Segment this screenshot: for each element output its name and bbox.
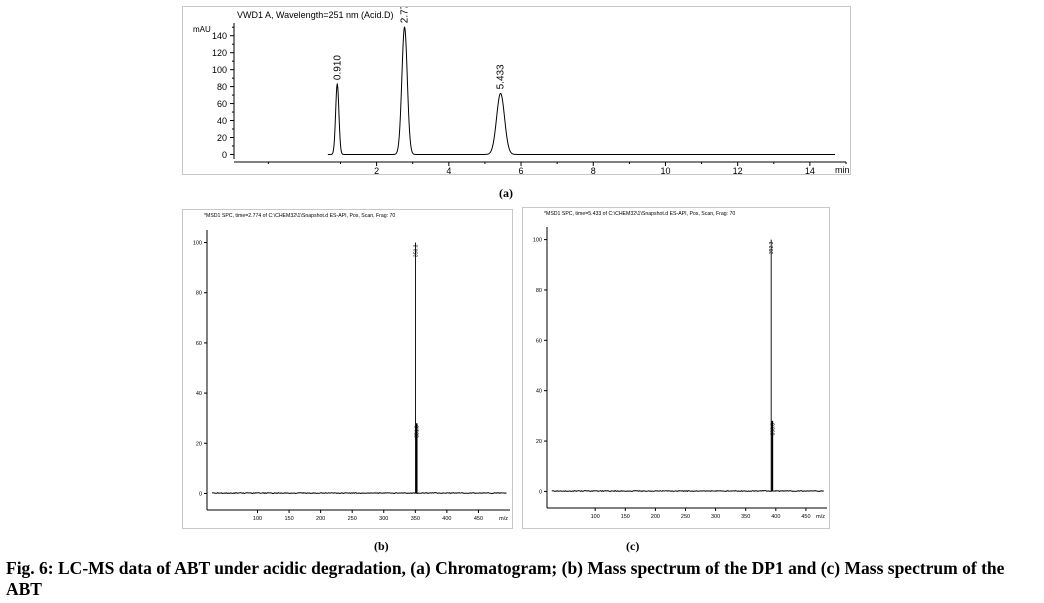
mass-spectrum-dp1-panel: *MSD1 SPC, time=2.774 of C:\CHEM32\1\Sna… — [182, 209, 513, 529]
y-tick-label: 60 — [217, 99, 227, 109]
y-tick-label: 80 — [217, 82, 227, 92]
x-axis-unit-label: m/z — [499, 516, 508, 522]
x-tick-label: 2 — [374, 166, 379, 174]
x-tick-label: 200 — [316, 516, 325, 522]
x-tick-label: 150 — [284, 516, 293, 522]
x-tick-label: 6 — [519, 166, 524, 174]
y-tick-label: 40 — [196, 391, 202, 397]
y-tick-label: 100 — [533, 238, 542, 244]
x-tick-label: 100 — [591, 514, 600, 520]
x-tick-label: 250 — [348, 516, 357, 522]
x-tick-label: 100 — [253, 516, 262, 522]
spectrum-header: *MSD1 SPC, time=5.433 of C:\CHEM32\1\Sna… — [544, 211, 735, 217]
x-tick-label: 300 — [711, 514, 720, 520]
y-tick-label: 40 — [536, 389, 542, 395]
chromatogram-trace — [327, 26, 835, 155]
mass-spectrum-dp1-plot: *MSD1 SPC, time=2.774 of C:\CHEM32\1\Sna… — [193, 213, 510, 522]
spectrum-header: *MSD1 SPC, time=2.774 of C:\CHEM32\1\Sna… — [204, 213, 395, 219]
mass-spectrum-abt-plot: *MSD1 SPC, time=5.433 of C:\CHEM32\1\Sna… — [533, 211, 827, 520]
x-tick-label: 12 — [733, 166, 743, 174]
y-tick-label: 20 — [217, 133, 227, 143]
x-tick-label: 14 — [805, 166, 815, 174]
y-tick-label: 100 — [193, 241, 202, 247]
x-tick-label: 300 — [379, 516, 388, 522]
peak-label: 5.433 — [496, 64, 507, 89]
x-axis-unit-label: min — [835, 165, 850, 174]
mass-spectrum-abt-panel: *MSD1 SPC, time=5.433 of C:\CHEM32\1\Sna… — [522, 207, 830, 529]
y-tick-label: 0 — [539, 489, 542, 495]
figure-caption: Fig. 6: LC-MS data of ABT under acidic d… — [6, 558, 1005, 599]
x-tick-label: 4 — [446, 166, 451, 174]
peak-label: 393.3 — [770, 423, 776, 436]
y-tick-label: 120 — [212, 48, 227, 58]
x-tick-label: 10 — [660, 166, 670, 174]
chromatogram-plot: VWD1 A, Wavelength=251 nm (Acid.D) mAU min… — [193, 7, 850, 174]
y-tick-label: 80 — [536, 288, 542, 294]
x-tick-label: 450 — [801, 514, 810, 520]
peak-label: 351.3 — [415, 425, 421, 438]
peak-label: 350.3 — [414, 244, 420, 257]
y-tick-label: 40 — [217, 116, 227, 126]
peak-label: 392.3 — [769, 241, 775, 254]
y-tick-label: 0 — [199, 491, 202, 497]
spectrum-baseline — [211, 492, 507, 495]
x-tick-label: 8 — [591, 166, 596, 174]
x-tick-label: 400 — [442, 516, 451, 522]
y-axis-unit-label: mAU — [193, 25, 211, 34]
subfigure-label-b: (b) — [374, 539, 389, 553]
x-tick-label: 450 — [474, 516, 483, 522]
y-tick-label: 100 — [212, 65, 227, 75]
x-tick-label: 200 — [651, 514, 660, 520]
peak-label: 2.774 — [400, 7, 411, 23]
y-tick-label: 60 — [536, 338, 542, 344]
y-tick-label: 0 — [222, 150, 227, 160]
y-tick-label: 20 — [196, 441, 202, 447]
subfigure-label-a: (a) — [499, 186, 513, 200]
x-tick-label: 150 — [621, 514, 630, 520]
subfigure-label-c: (c) — [626, 539, 640, 553]
y-tick-label: 80 — [196, 291, 202, 297]
x-tick-label: 350 — [741, 514, 750, 520]
x-tick-label: 250 — [681, 514, 690, 520]
spectrum-baseline — [551, 490, 824, 493]
y-tick-label: 60 — [196, 341, 202, 347]
y-tick-label: 140 — [212, 31, 227, 41]
chart-title: VWD1 A, Wavelength=251 nm (Acid.D) — [237, 10, 393, 20]
x-axis-unit-label: m/z — [816, 514, 825, 520]
peak-label: 0.910 — [332, 55, 343, 80]
x-tick-label: 350 — [411, 516, 420, 522]
x-tick-label: 400 — [771, 514, 780, 520]
y-tick-label: 20 — [536, 439, 542, 445]
chromatogram-panel: VWD1 A, Wavelength=251 nm (Acid.D) mAU min… — [182, 6, 851, 175]
